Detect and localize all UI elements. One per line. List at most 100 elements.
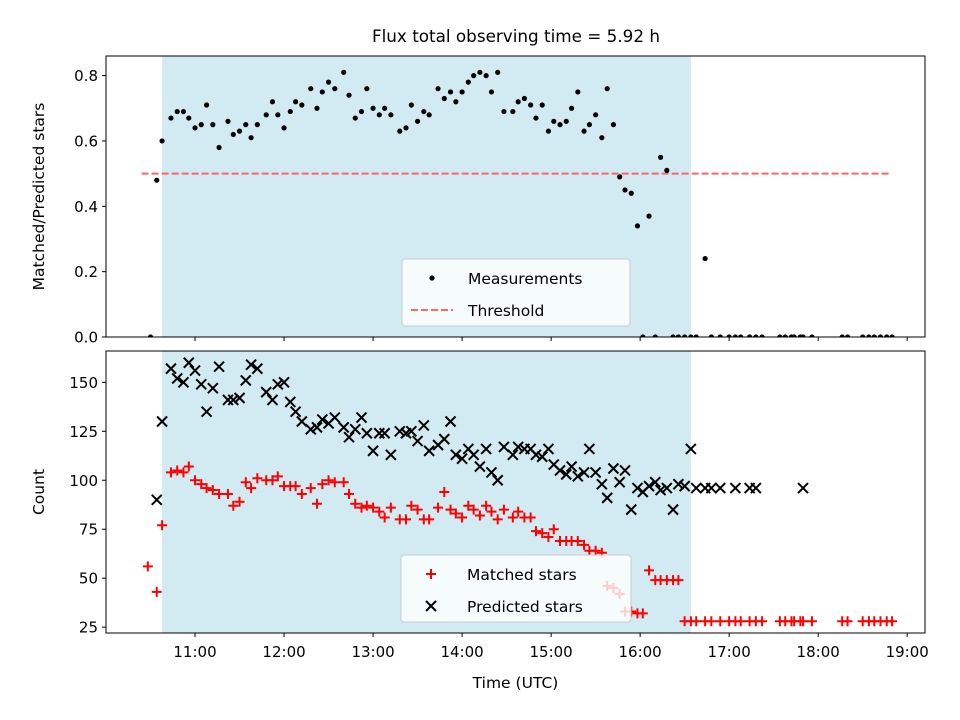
measurement-point [533,115,539,121]
predicted-point [183,357,195,369]
matched-point [252,473,263,484]
predicted-point [411,435,424,447]
matched-point [691,616,702,627]
measurement-point [254,122,260,128]
predicted-point [207,382,219,394]
measurement-point [610,122,617,128]
measurement-point [652,334,658,337]
predicted-point [596,478,608,490]
measurement-point [225,118,231,124]
series-measurements [147,69,895,337]
measurement-point [198,122,204,128]
predicted-point [165,362,177,375]
legend-box [401,258,631,327]
y-tick-label: 0.6 [74,132,98,150]
y-tick-label: 100 [69,472,98,490]
predicted-point [418,419,430,432]
legend-plus-marker [426,569,436,579]
matched-point [379,512,390,523]
predicted-point [227,394,240,406]
matched-point [715,616,726,627]
measurement-point [622,187,628,193]
measurement-point [471,73,477,79]
predicted-point [405,425,418,437]
predicted-point [619,464,631,477]
measurement-point [319,89,325,95]
predicted-point [361,427,373,439]
predicted-point [565,460,578,473]
measurement-point [839,334,845,337]
predicted-point [667,503,679,516]
x-tick-label: 13:00 [351,643,394,661]
y-tick-label: 0.4 [74,198,98,216]
matched-point [887,616,898,627]
axes-frame [105,350,926,634]
matched-point [543,532,554,543]
matched-point [368,502,379,513]
x-tick-label: 12:00 [262,643,305,661]
y-tick-label: 25 [79,619,98,637]
measurement-point [664,167,670,173]
legend-x-marker [425,600,437,612]
x-axis-label: Time (UTC) [472,674,559,692]
measurement-point [352,115,358,121]
measurement-point [314,105,320,111]
matched-point [228,500,239,511]
matched-point [757,616,768,627]
matched-point [296,488,307,499]
measurement-point [726,334,732,337]
matched-point [513,506,524,517]
matched-point [406,500,417,511]
measurement-point [791,334,797,337]
predicted-point [355,411,368,424]
x-tick-label: 19:00 [886,643,929,661]
predicted-point [750,482,762,494]
matched-point [385,502,396,513]
matched-point [178,467,189,478]
measurement-point [159,138,165,144]
predicted-point [705,482,718,494]
measurement-point [275,112,281,118]
plot-area [142,357,898,627]
legend-label: Matched stars [467,566,577,584]
matched-point [329,477,340,488]
predicted-point [177,376,190,389]
legend: Matched stars Predicted stars [400,554,632,623]
measurement-point [708,334,714,337]
predicted-point [542,443,555,455]
measurement-point [634,223,641,229]
measurement-point [447,89,454,95]
ratio-panel: 0.0 0.2 0.4 0.6 0.8 Matched/Predicted stars Me… [30,55,926,347]
matched-point [234,496,245,507]
predicted-point [266,394,279,406]
measurement-point [483,73,489,79]
measurement-point [782,334,788,337]
predicted-point [233,392,246,404]
predicted-point [661,482,673,494]
predicted-point [631,482,644,494]
predicted-point [378,427,391,439]
measurement-point [403,125,409,131]
predicted-point [367,445,379,457]
matched-point [537,528,548,539]
measurement-point [844,334,851,337]
predicted-point [260,386,272,398]
predicted-point [394,425,406,437]
predicted-point [444,415,457,428]
predicted-point [213,360,225,373]
predicted-point [151,494,163,506]
measurement-point [281,125,287,131]
measurement-point [617,174,623,180]
predicted-point [278,376,290,389]
predicted-point [467,449,480,461]
measurement-point [299,102,305,108]
matched-point [246,483,257,494]
matched-point [201,483,212,494]
matched-point [272,471,283,482]
measurement-point [441,95,447,102]
y-tick-label: 0.2 [74,263,98,281]
measurement-point [154,177,160,183]
x-tick-label: 17:00 [708,643,751,661]
predicted-point [560,468,572,481]
